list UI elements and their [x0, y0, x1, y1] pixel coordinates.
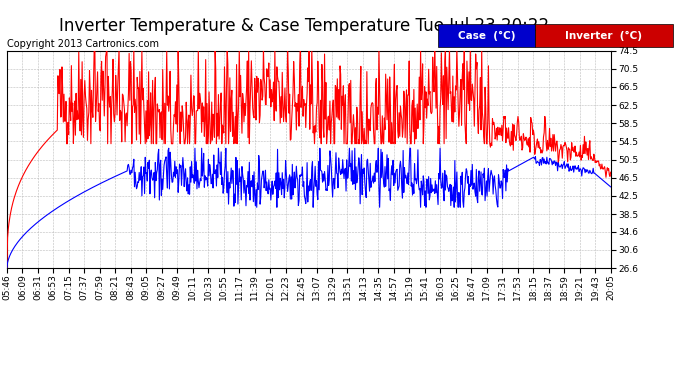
Text: Copyright 2013 Cartronics.com: Copyright 2013 Cartronics.com — [7, 39, 159, 50]
Text: Inverter Temperature & Case Temperature Tue Jul 23 20:22: Inverter Temperature & Case Temperature … — [59, 17, 549, 35]
Text: Inverter  (°C): Inverter (°C) — [565, 31, 642, 40]
Text: Case  (°C): Case (°C) — [457, 31, 515, 40]
